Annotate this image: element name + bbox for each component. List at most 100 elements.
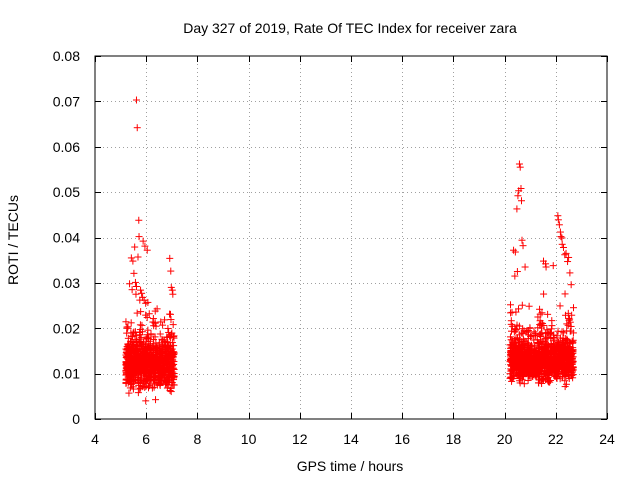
y-tick-label: 0.03 xyxy=(53,275,80,291)
data-point xyxy=(546,378,554,386)
data-point xyxy=(525,302,533,310)
data-point xyxy=(140,338,148,346)
data-point xyxy=(138,344,146,352)
data-point xyxy=(515,342,523,350)
y-axis-title: ROTI / TECUs xyxy=(5,195,21,285)
data-point xyxy=(514,345,522,353)
outlier-point xyxy=(132,290,140,298)
data-point xyxy=(547,369,555,377)
data-point xyxy=(162,356,170,364)
outlier-point xyxy=(126,280,134,288)
data-point xyxy=(149,342,157,350)
data-point xyxy=(145,382,153,390)
data-point xyxy=(511,338,519,346)
outlier-point xyxy=(136,296,144,304)
data-point xyxy=(562,380,570,388)
data-point xyxy=(512,335,520,343)
data-point xyxy=(536,305,544,313)
y-tick-label: 0.05 xyxy=(53,184,80,200)
data-point xyxy=(159,361,167,369)
data-point xyxy=(544,310,552,318)
outlier-point xyxy=(135,216,143,224)
outlier-point xyxy=(567,281,575,289)
outlier-point xyxy=(516,163,524,171)
outlier-point xyxy=(559,243,567,251)
data-point xyxy=(145,360,153,368)
data-point xyxy=(123,329,131,337)
data-point xyxy=(168,361,176,369)
data-point xyxy=(526,354,534,362)
data-point xyxy=(130,357,138,365)
outlier-point xyxy=(554,216,562,224)
x-tick-label: 16 xyxy=(394,431,410,447)
data-point xyxy=(563,320,571,328)
data-point xyxy=(535,348,543,356)
data-point xyxy=(159,343,167,351)
data-point xyxy=(566,315,574,323)
data-point xyxy=(514,354,522,362)
data-point xyxy=(568,347,576,355)
data-point xyxy=(164,360,172,368)
data-point xyxy=(561,290,569,298)
data-point xyxy=(147,330,155,338)
data-point xyxy=(508,358,516,366)
data-point xyxy=(122,375,130,383)
data-point xyxy=(538,309,546,317)
data-point xyxy=(136,326,144,334)
data-point xyxy=(554,354,562,362)
data-point xyxy=(513,321,521,329)
data-point xyxy=(520,380,528,388)
outlier-point xyxy=(518,236,526,244)
y-tick-label: 0.01 xyxy=(53,366,80,382)
tick-label-layer: 4 6 8 10 12 14 16 18 20 22 24 0 0.01 0.02 0.03 0.04 0.05… xyxy=(53,48,615,447)
data-point xyxy=(536,376,544,384)
data-point xyxy=(519,340,527,348)
data-point xyxy=(526,324,534,332)
data-point xyxy=(507,317,515,325)
data-point xyxy=(140,378,148,386)
y-tick-label: 0 xyxy=(72,411,80,427)
data-point xyxy=(129,383,137,391)
data-point xyxy=(144,352,152,360)
x-tick-label: 20 xyxy=(497,431,513,447)
x-tick-label: 18 xyxy=(446,431,462,447)
data-point xyxy=(169,353,177,361)
data-point xyxy=(538,329,546,337)
data-point xyxy=(536,351,544,359)
data-point xyxy=(561,345,569,353)
data-point xyxy=(532,373,540,381)
data-point xyxy=(127,345,135,353)
data-point xyxy=(520,337,528,345)
data-point xyxy=(566,366,574,374)
data-point xyxy=(161,316,169,324)
outlier-point xyxy=(513,205,521,213)
data-point xyxy=(508,322,516,330)
data-point xyxy=(545,330,553,338)
data-point xyxy=(540,368,548,376)
outlier-point xyxy=(511,248,519,256)
data-point xyxy=(151,333,159,341)
data-point xyxy=(506,333,514,341)
data-point xyxy=(532,332,540,340)
outlier-point xyxy=(132,283,140,291)
data-point xyxy=(565,316,573,324)
data-point xyxy=(534,379,542,387)
data-point xyxy=(131,356,139,364)
data-point xyxy=(555,370,563,378)
data-point xyxy=(156,330,164,338)
data-point xyxy=(548,317,556,325)
data-point xyxy=(156,354,164,362)
data-point xyxy=(509,367,517,375)
points-layer xyxy=(122,96,577,405)
data-point xyxy=(531,341,539,349)
outlier-point xyxy=(510,246,518,254)
y-tick-label: 0.02 xyxy=(53,320,80,336)
data-point xyxy=(566,352,574,360)
data-point xyxy=(165,328,173,336)
outlier-point xyxy=(521,263,529,271)
data-point xyxy=(142,397,150,405)
outlier-point xyxy=(542,260,550,268)
outlier-point xyxy=(558,240,566,248)
data-point xyxy=(513,370,521,378)
